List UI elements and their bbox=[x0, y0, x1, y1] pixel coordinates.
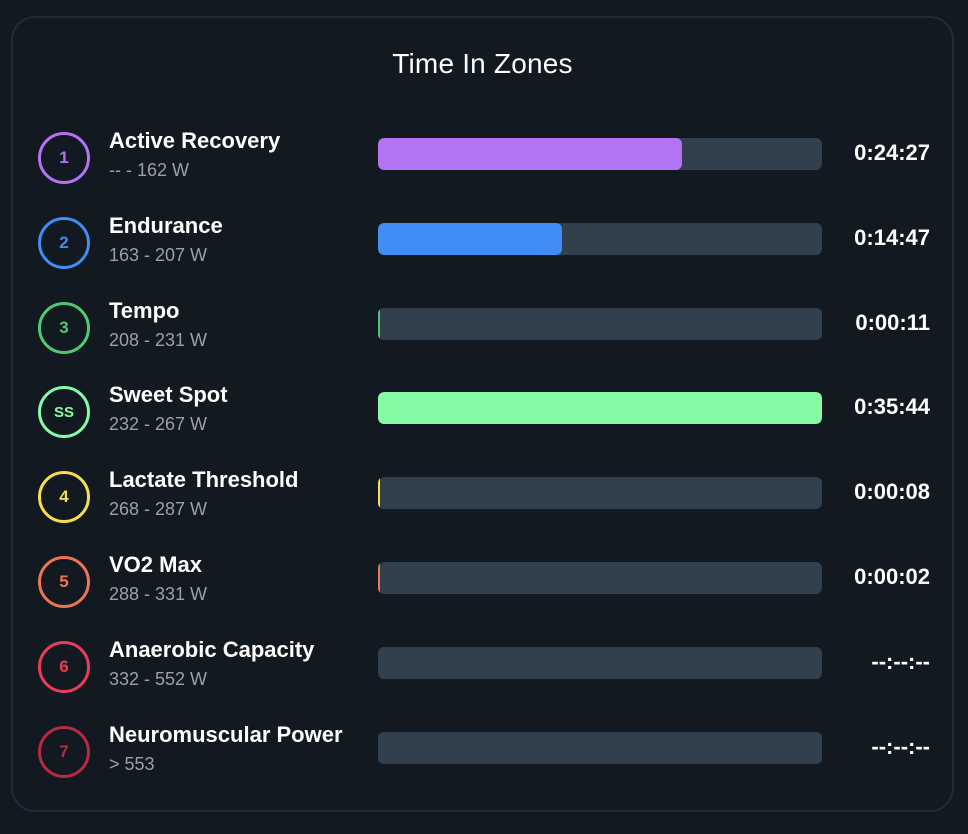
zone-row-sweet-spot: SS Sweet Spot 232 - 267 W 0:35:44 bbox=[13, 372, 956, 452]
zone-row-7: 7 Neuromuscular Power > 553 --:--:-- bbox=[13, 712, 956, 792]
zone-time: 0:14:47 bbox=[854, 225, 930, 250]
zone-badge: 7 bbox=[38, 726, 90, 778]
zone-time: 0:00:02 bbox=[854, 564, 930, 589]
zone-name: Anaerobic Capacity bbox=[109, 637, 315, 662]
zone-bar-track bbox=[378, 647, 822, 679]
card-title: Time In Zones bbox=[392, 48, 573, 79]
zone-name: Active Recovery bbox=[109, 128, 281, 153]
zone-bar-track bbox=[378, 562, 822, 594]
zone-badge: SS bbox=[38, 386, 90, 438]
zone-badge: 1 bbox=[38, 132, 90, 184]
zone-range: 232 - 267 W bbox=[109, 414, 208, 434]
zone-name: Neuromuscular Power bbox=[109, 722, 343, 747]
zone-row-1: 1 Active Recovery -- - 162 W 0:24:27 bbox=[13, 118, 956, 198]
zone-range: 268 - 287 W bbox=[109, 499, 208, 519]
zone-time: --:--:-- bbox=[871, 649, 930, 674]
zone-badge: 6 bbox=[38, 641, 90, 693]
zone-row-6: 6 Anaerobic Capacity 332 - 552 W --:--:-… bbox=[13, 627, 956, 707]
zone-bar-track bbox=[378, 392, 822, 424]
zone-bar-track bbox=[378, 223, 822, 255]
zone-name: VO2 Max bbox=[109, 552, 202, 577]
zone-name: Endurance bbox=[109, 213, 223, 238]
zone-range: 332 - 552 W bbox=[109, 669, 208, 689]
zone-badge: 2 bbox=[38, 217, 90, 269]
zone-name: Sweet Spot bbox=[109, 382, 228, 407]
zone-time: 0:00:08 bbox=[854, 479, 930, 504]
zone-range: > 553 bbox=[109, 754, 155, 774]
zone-bar-fill bbox=[378, 223, 562, 255]
zone-time: 0:35:44 bbox=[854, 394, 930, 419]
zone-bar-track bbox=[378, 308, 822, 340]
zone-bar-fill bbox=[378, 138, 683, 170]
zone-name: Tempo bbox=[109, 298, 180, 323]
zone-badge: 5 bbox=[38, 556, 90, 608]
zone-time: --:--:-- bbox=[871, 734, 930, 759]
zone-time: 0:24:27 bbox=[854, 140, 930, 165]
zone-bar-track bbox=[378, 138, 822, 170]
zone-badge: 3 bbox=[38, 302, 90, 354]
zone-name: Lactate Threshold bbox=[109, 467, 299, 492]
zone-range: 208 - 231 W bbox=[109, 330, 208, 350]
zone-bar-fill bbox=[378, 308, 380, 340]
zone-row-3: 3 Tempo 208 - 231 W 0:00:11 bbox=[13, 288, 956, 368]
zone-range: 288 - 331 W bbox=[109, 584, 208, 604]
zone-bar-track bbox=[378, 732, 822, 764]
zone-bar-track bbox=[378, 477, 822, 509]
zone-badge: 4 bbox=[38, 471, 90, 523]
time-in-zones-card: Time In Zones 1 Active Recovery -- - 162… bbox=[11, 16, 954, 812]
zone-bar-fill bbox=[378, 392, 822, 424]
zone-bar-fill bbox=[378, 477, 380, 509]
zone-row-2: 2 Endurance 163 - 207 W 0:14:47 bbox=[13, 203, 956, 283]
zone-range: 163 - 207 W bbox=[109, 245, 208, 265]
zone-bar-fill bbox=[378, 562, 380, 594]
zone-time: 0:00:11 bbox=[855, 310, 930, 335]
zone-row-4: 4 Lactate Threshold 268 - 287 W 0:00:08 bbox=[13, 457, 956, 537]
zone-range: -- - 162 W bbox=[109, 160, 190, 180]
zone-row-5: 5 VO2 Max 288 - 331 W 0:00:02 bbox=[13, 542, 956, 622]
